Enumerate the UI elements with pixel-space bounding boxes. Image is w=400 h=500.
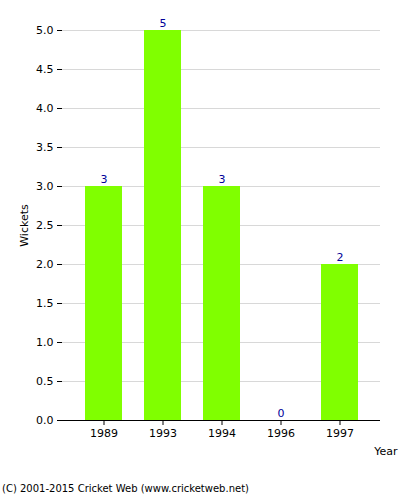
- svg-text:0.0: 0.0: [36, 414, 54, 427]
- svg-text:3.5: 3.5: [36, 141, 54, 154]
- svg-text:Year: Year: [373, 445, 398, 458]
- svg-text:4.5: 4.5: [36, 63, 54, 76]
- svg-text:1989: 1989: [90, 427, 118, 440]
- svg-text:5: 5: [160, 17, 167, 30]
- svg-text:3.0: 3.0: [36, 180, 54, 193]
- svg-text:1993: 1993: [149, 427, 177, 440]
- svg-text:2: 2: [337, 251, 344, 264]
- svg-text:2.5: 2.5: [36, 219, 54, 232]
- svg-text:0: 0: [278, 407, 285, 420]
- svg-text:3: 3: [101, 173, 108, 186]
- svg-text:1.5: 1.5: [36, 297, 54, 310]
- html-text:(C) 2001-2015 Cricket Web (www: (C) 2001-2015 Cricket Web (www.cricketwe…: [2, 483, 249, 494]
- svg-text:3: 3: [219, 173, 226, 186]
- svg-text:5.0: 5.0: [36, 24, 54, 37]
- svg-text:4.0: 4.0: [36, 102, 54, 115]
- svg-text:1996: 1996: [267, 427, 295, 440]
- svg-text:0.5: 0.5: [36, 375, 54, 388]
- svg-text:1997: 1997: [326, 427, 354, 440]
- svg-text:1994: 1994: [208, 427, 236, 440]
- svg-text:Wickets: Wickets: [18, 204, 31, 247]
- svg-text:2.0: 2.0: [36, 258, 54, 271]
- svg-text:1.0: 1.0: [36, 336, 54, 349]
